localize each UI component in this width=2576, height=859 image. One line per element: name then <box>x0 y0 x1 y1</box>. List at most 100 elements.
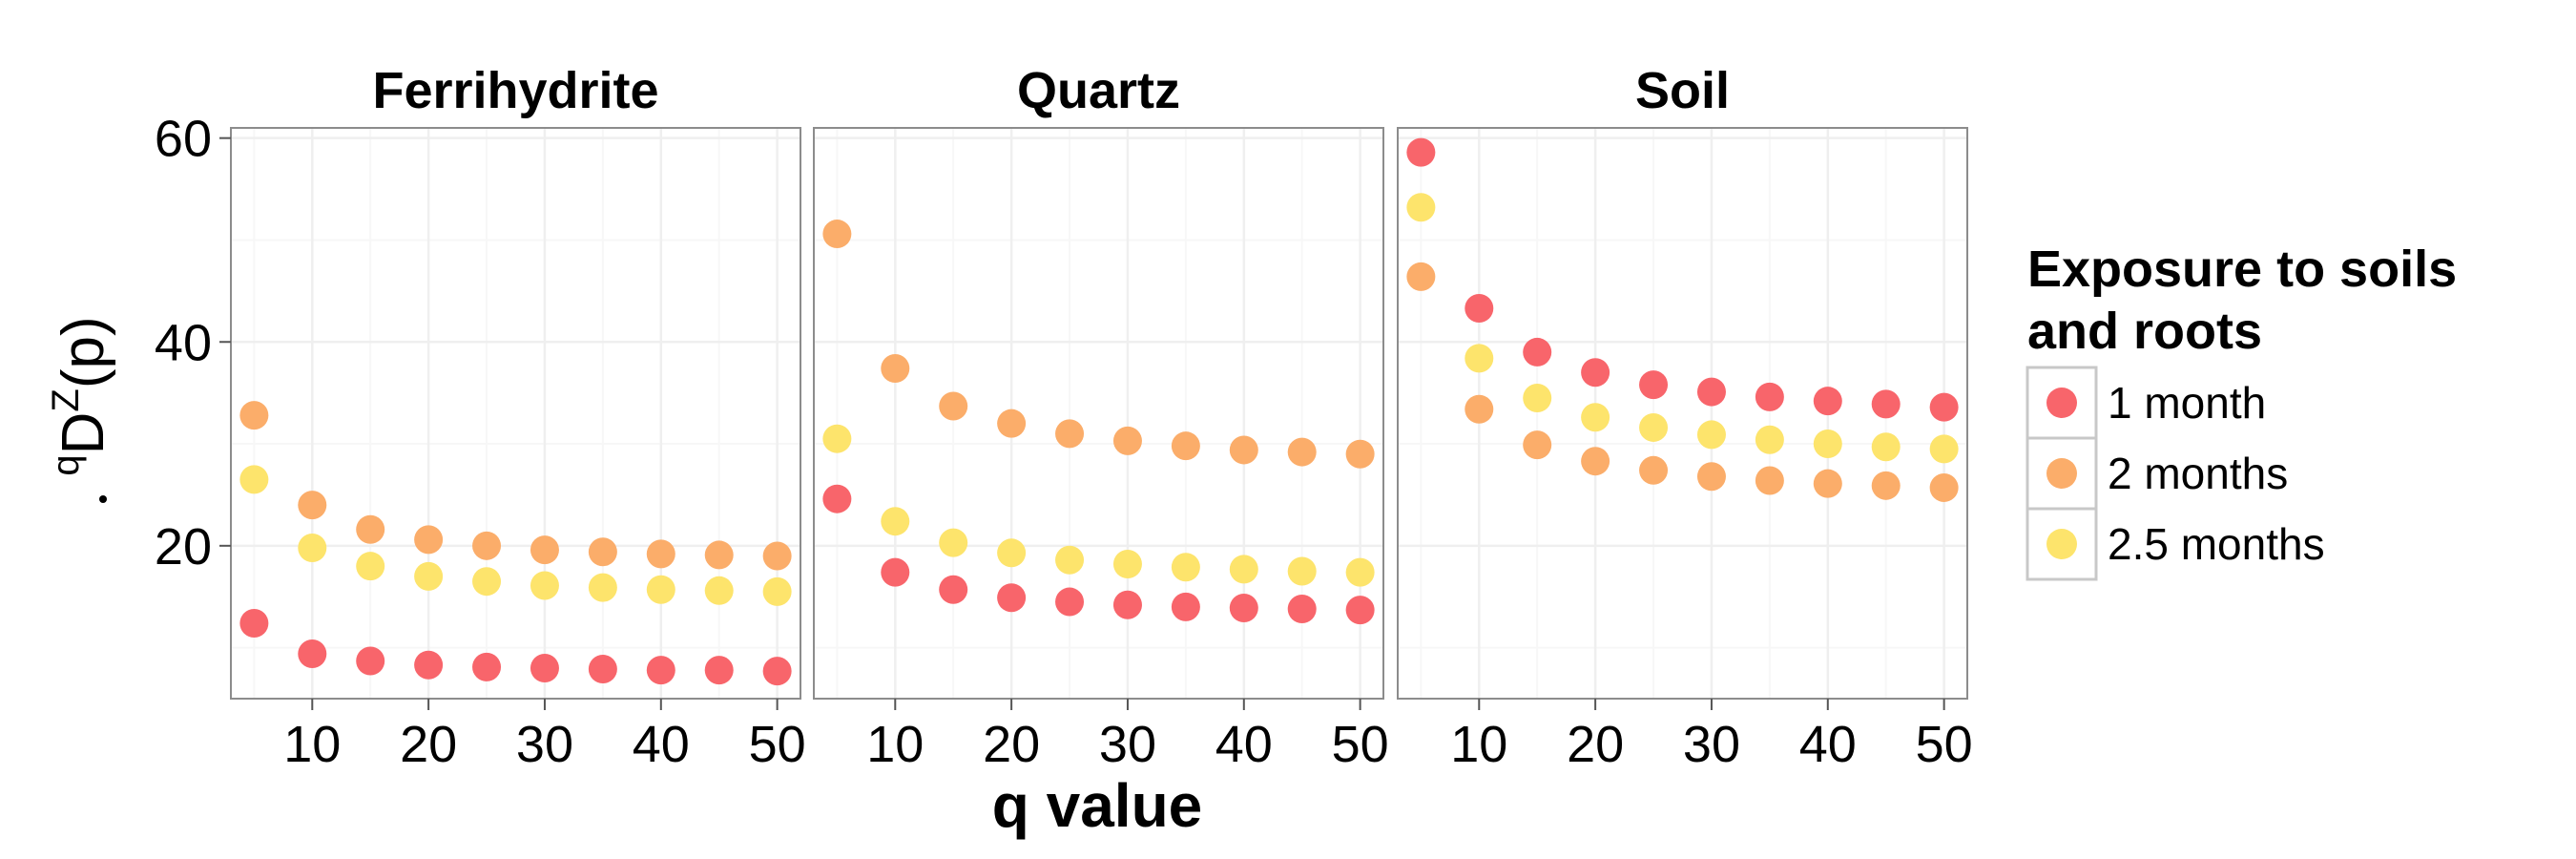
panel-quartz: Quartz 10 20 30 40 50 <box>813 62 1389 773</box>
y-tick-label: 60 <box>155 111 212 168</box>
point-1-month <box>1406 137 1436 167</box>
point-2_5-months <box>1171 553 1200 582</box>
legend-label: 2.5 months <box>2108 519 2325 569</box>
point-1-month <box>472 652 502 681</box>
point-2-months <box>1755 466 1784 495</box>
panel-background <box>231 128 800 699</box>
y-axis-title: qDZ(p) <box>45 316 116 475</box>
point-1-month <box>298 639 327 669</box>
x-tick-label: 30 <box>1683 716 1740 773</box>
x-tick-label: 50 <box>1916 716 1973 773</box>
point-2-months <box>414 525 444 555</box>
point-1-month <box>1871 389 1901 419</box>
point-2_5-months <box>1639 412 1669 442</box>
point-2_5-months <box>1871 432 1901 462</box>
point-2-months <box>1523 430 1552 460</box>
panel-soil: Soil 10 20 30 40 50 <box>1397 62 1973 773</box>
point-2_5-months <box>939 528 968 557</box>
legend-title-line-2: and roots <box>2027 303 2262 360</box>
point-1-month <box>356 646 385 676</box>
point-1-month <box>1465 294 1494 324</box>
panel-border <box>230 127 801 700</box>
panels-layer: Ferrihydrite 10 20 30 40 50 20 40 60 Quartz 10 20 30… <box>155 62 1973 773</box>
point-1-month <box>588 655 617 684</box>
x-tick-label: 20 <box>1567 716 1624 773</box>
point-1-month <box>1523 337 1552 367</box>
point-2-months <box>1229 435 1258 465</box>
point-2-months <box>646 539 675 569</box>
point-2_5-months <box>298 533 327 562</box>
point-2_5-months <box>762 576 792 606</box>
point-1-month <box>822 484 852 513</box>
point-1-month <box>704 656 734 685</box>
point-1-month <box>1229 593 1258 622</box>
x-tick-label: 50 <box>1332 716 1389 773</box>
x-tick-label: 40 <box>1215 716 1273 773</box>
y-axis-title-suffix: (p) <box>51 316 116 388</box>
point-2_5-months <box>1345 557 1375 587</box>
y-axis-title-main: D <box>51 412 116 455</box>
point-2-months <box>822 220 852 249</box>
point-1-month <box>939 575 968 604</box>
point-2-months <box>1581 447 1610 476</box>
point-1-month <box>881 557 910 587</box>
legend-key <box>2025 366 2098 440</box>
x-axis-title: q value <box>992 771 1203 840</box>
x-tick-label: 50 <box>749 716 806 773</box>
point-2_5-months <box>588 573 617 602</box>
point-2-months <box>939 391 968 421</box>
legend: Exposure to soils and roots 1 month 2 mon… <box>2025 241 2457 581</box>
point-2-months <box>762 541 792 571</box>
point-2_5-months <box>1406 193 1436 222</box>
point-2-months <box>239 401 269 430</box>
point-2-months <box>356 514 385 544</box>
point-1-month <box>1171 592 1200 621</box>
point-1-month <box>1696 377 1726 407</box>
legend-items: 1 month 2 months 2.5 months <box>2025 366 2325 581</box>
legend-label: 1 month <box>2108 378 2266 428</box>
point-2_5-months <box>822 424 852 453</box>
point-2_5-months <box>1112 550 1142 579</box>
point-2-months <box>1406 262 1436 291</box>
y-tick-label: 20 <box>155 518 212 576</box>
point-2_5-months <box>1055 545 1085 575</box>
x-tick-label: 20 <box>983 716 1040 773</box>
point-2-months <box>298 491 327 520</box>
point-1-month <box>530 653 559 682</box>
point-1-month <box>1345 596 1375 625</box>
point-2-months <box>881 354 910 384</box>
point-2-months <box>704 540 734 570</box>
y-axis-title-super: Z <box>45 388 87 411</box>
point-1-month <box>1639 370 1669 400</box>
svg-text:qDZ(p): qDZ(p) <box>45 316 116 475</box>
point-2_5-months <box>646 575 675 604</box>
point-2_5-months <box>414 561 444 591</box>
point-1-month <box>1287 595 1317 624</box>
point-1-month <box>1755 382 1784 411</box>
point-1-month <box>1112 590 1142 619</box>
point-2_5-months <box>1581 403 1610 432</box>
panel-title: Ferrihydrite <box>372 62 658 119</box>
point-2-months <box>1055 419 1085 449</box>
x-tick-label: 10 <box>283 716 341 773</box>
point-2_5-months <box>1929 434 1959 464</box>
point-2_5-months <box>997 538 1027 568</box>
y-tick-label: 40 <box>155 314 212 371</box>
point-2_5-months <box>356 552 385 581</box>
panel-border <box>1397 127 1968 700</box>
point-2-months <box>1929 472 1959 502</box>
point-2_5-months <box>239 465 269 494</box>
point-1-month <box>414 650 444 680</box>
x-tick-label: 30 <box>516 716 573 773</box>
point-2-months <box>997 409 1027 438</box>
x-tick-label: 40 <box>633 716 690 773</box>
legend-label: 2 months <box>2108 449 2288 498</box>
panel-background <box>814 128 1383 699</box>
point-2-months <box>1112 426 1142 455</box>
point-1-month <box>1581 358 1610 388</box>
point-1-month <box>239 608 269 638</box>
point-1-month <box>997 583 1027 613</box>
x-tick-label: 20 <box>400 716 457 773</box>
panel-title: Soil <box>1635 62 1730 119</box>
